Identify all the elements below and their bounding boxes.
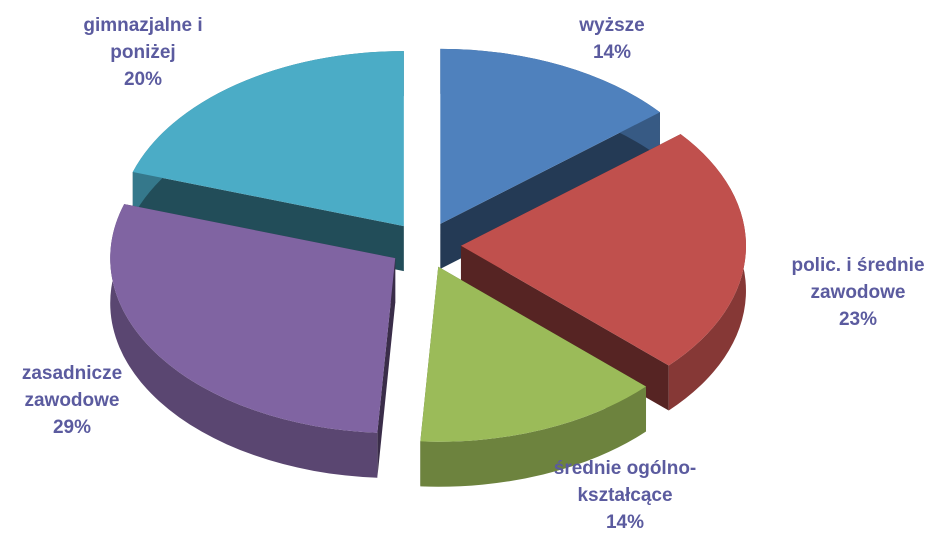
slice bbox=[132, 51, 404, 227]
slice-side bbox=[132, 171, 404, 272]
slice-label: średnie ogólno-kształcące 14% bbox=[530, 455, 720, 536]
slice-label: wyższe 14% bbox=[517, 12, 707, 66]
value-label: 14% bbox=[592, 42, 632, 63]
value-label: 23% bbox=[838, 309, 878, 330]
value-label: 20% bbox=[123, 69, 163, 90]
category-name: zasadnicze zawodowe bbox=[21, 363, 123, 411]
slice bbox=[440, 48, 660, 224]
slice-label: zasadnicze zawodowe 29% bbox=[0, 360, 167, 441]
category-name: średnie ogólno-kształcące bbox=[553, 458, 697, 506]
slice-wall bbox=[110, 204, 378, 478]
slice bbox=[110, 204, 396, 433]
category-name: gimnazjalne i poniżej bbox=[83, 15, 203, 63]
value-label: 29% bbox=[52, 417, 92, 438]
slice-wall bbox=[420, 386, 647, 487]
category-name: polic. i średnie zawodowe bbox=[791, 255, 925, 303]
category-name: wyższe bbox=[579, 15, 645, 36]
slice bbox=[420, 266, 647, 442]
slice-label: polic. i średnie zawodowe 23% bbox=[763, 252, 942, 333]
slice-label: gimnazjalne i poniżej 20% bbox=[48, 12, 238, 93]
slice bbox=[460, 134, 746, 366]
slice-side bbox=[377, 258, 396, 478]
value-label: 14% bbox=[605, 512, 645, 533]
slice-side bbox=[460, 245, 669, 411]
